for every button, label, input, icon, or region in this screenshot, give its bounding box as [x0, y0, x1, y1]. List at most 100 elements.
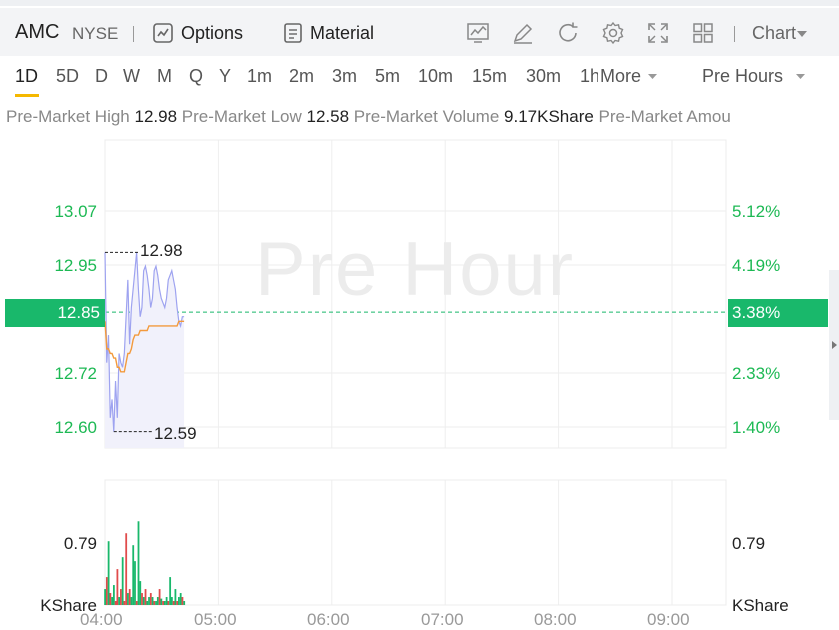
active-timeframe-indicator [15, 94, 39, 97]
tf-10m[interactable]: 10m [418, 66, 454, 86]
settings-icon[interactable] [601, 21, 625, 45]
more-timeframes-dropdown[interactable]: More [600, 66, 658, 87]
volume-bar [127, 593, 129, 605]
header-divider [133, 26, 134, 42]
volume-bar [121, 557, 124, 605]
stat-label: Pre-Market Low [181, 107, 302, 126]
chart-header: AMC NYSE Options Material [0, 8, 839, 56]
chart-canvas[interactable] [0, 130, 839, 630]
pct-tick: 5.12% [732, 202, 781, 221]
volume-bar [183, 601, 186, 605]
refresh-icon[interactable] [556, 21, 580, 45]
pct-tick: 4.19% [732, 256, 781, 275]
volume-bar [156, 597, 159, 605]
tf-q[interactable]: Q [189, 66, 204, 86]
volume-bar [170, 597, 173, 605]
tf-d[interactable]: D [95, 66, 108, 86]
volume-bar [165, 597, 168, 605]
tf-5d[interactable]: 5D [56, 66, 80, 86]
volume-bar [134, 561, 136, 605]
tf-1h[interactable]: 1h [580, 66, 598, 86]
tf-1d[interactable]: 1D [15, 66, 39, 86]
volume-bar [160, 598, 163, 605]
time-tick: 07:00 [421, 610, 464, 629]
volume-bar [142, 597, 145, 605]
volume-bar [163, 601, 166, 605]
stat-value: 12.98 [134, 107, 178, 126]
volume-bar [135, 601, 138, 605]
tf-2m[interactable]: 2m [289, 66, 315, 86]
tf-m[interactable]: M [157, 66, 172, 86]
volume-bar [114, 601, 117, 605]
options-button[interactable]: Options [152, 20, 243, 46]
tf-15m[interactable]: 15m [472, 66, 508, 86]
volume-bar [149, 593, 152, 605]
volume-bar [146, 601, 149, 605]
symbol-label: AMC [15, 21, 60, 43]
side-panel-handle[interactable] [829, 270, 839, 420]
expand-arrow-icon [832, 341, 837, 349]
current-price-badge: 12.85 [5, 299, 105, 327]
volume-bar [158, 589, 161, 605]
low-marker-label: 12.59 [154, 424, 197, 443]
session-label: Pre Hours [702, 66, 784, 86]
tf-y[interactable]: Y [219, 66, 232, 86]
caret-down-icon [797, 30, 808, 37]
volume-unit-label: KShare [732, 596, 789, 615]
volume-bar [118, 597, 121, 605]
volume-bar [128, 589, 131, 605]
tf-3m[interactable]: 3m [332, 66, 358, 86]
volume-bar [109, 593, 112, 605]
volume-pane-border [104, 479, 727, 606]
stat-value: 12.58 [306, 107, 350, 126]
price-tick: 12.72 [54, 364, 97, 383]
volume-bar [125, 533, 128, 605]
chart-grid [104, 139, 727, 606]
volume-bar [111, 597, 114, 605]
volume-bar [104, 589, 106, 605]
material-label: Material [310, 22, 375, 43]
material-button[interactable]: Material [283, 20, 374, 46]
price-chart[interactable]: Pre Hour 13.07 12.95 12.72 12.60 5.12% 4… [0, 130, 839, 630]
layout-icon[interactable] [691, 21, 715, 45]
indicator-icon[interactable] [466, 21, 490, 45]
caret-down-icon [796, 74, 806, 79]
fullscreen-icon[interactable] [646, 21, 670, 45]
volume-bar [176, 601, 179, 605]
volume-bar [162, 601, 165, 605]
options-label: Options [181, 22, 244, 43]
volume-tick: 0.79 [732, 534, 766, 553]
tf-w[interactable]: W [123, 66, 140, 86]
volume-bar [155, 601, 157, 605]
high-marker-label: 12.98 [140, 241, 183, 260]
chart-type-dropdown[interactable]: Chart [752, 23, 808, 44]
volume-bar [116, 569, 119, 605]
volume-bar [179, 593, 182, 605]
volume-bar [123, 601, 126, 605]
tf-5m[interactable]: 5m [375, 66, 401, 86]
volume-bar [107, 541, 110, 605]
volume-bar [151, 597, 154, 605]
volume-unit-label: KShare [40, 596, 97, 615]
stat-label: Pre-Market High [6, 107, 130, 126]
average-price-line [104, 320, 185, 373]
price-tick: 12.95 [54, 256, 97, 275]
volume-bar [130, 597, 133, 605]
time-tick: 08:00 [534, 610, 577, 629]
price-tick: 12.60 [54, 418, 97, 437]
tf-30m[interactable]: 30m [526, 66, 562, 86]
exchange-label: NYSE [72, 24, 119, 43]
volume-bar [172, 601, 175, 605]
volume-bar [167, 601, 170, 605]
volume-bar [169, 577, 172, 605]
session-dropdown[interactable]: Pre Hours [702, 66, 806, 87]
draw-icon[interactable] [511, 21, 535, 45]
chart-type-label: Chart [752, 23, 797, 43]
document-icon [284, 23, 302, 43]
caret-down-icon [648, 74, 658, 79]
volume-bar [153, 601, 156, 605]
volume-bar [112, 585, 115, 605]
volume-bar [148, 597, 150, 605]
volume-bar [105, 577, 108, 605]
tf-1m[interactable]: 1m [247, 66, 273, 86]
